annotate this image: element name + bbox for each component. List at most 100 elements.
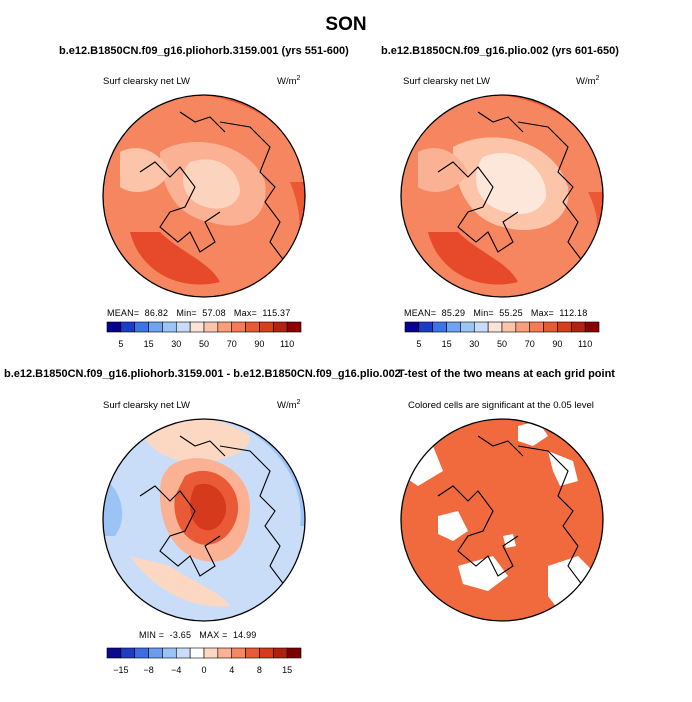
panel2-colorbar: 51530507090110130 <box>404 321 600 349</box>
colorbar-box <box>175 647 191 659</box>
panel3-max-label: MAX = <box>199 630 228 640</box>
colorbar-tick-label: −15 <box>113 665 128 675</box>
figure-title: SON <box>325 14 367 35</box>
colorbar-tick-label: 15 <box>282 665 292 675</box>
panel1-colorbar: 51530507090110130 <box>106 321 302 349</box>
panel2-max-label: Max= <box>530 308 554 318</box>
panel3-units-base: W/m <box>277 400 297 412</box>
colorbar-box <box>460 321 475 333</box>
panel1-map-border <box>102 94 306 298</box>
panel2-mean-label: MEAN= <box>404 308 437 318</box>
panel4-map-border <box>400 418 604 622</box>
colorbar-tick-label: 0 <box>201 665 206 675</box>
colorbar-tick-label: 90 <box>552 339 562 349</box>
colorbar-box <box>189 321 205 333</box>
colorbar-tick-label: 8 <box>257 665 262 675</box>
panel1-title: b.e12.B1850CN.f09_g16.pliohorb.3159.001 … <box>59 45 349 57</box>
panel3-coastline-b <box>219 445 286 602</box>
panel4-coastline-b <box>517 445 584 602</box>
colorbar-tick-label: 30 <box>171 339 181 349</box>
panel4-significant-cells <box>401 419 603 621</box>
panel1-coastline-a <box>139 161 221 253</box>
panel3-max-value: 14.99 <box>232 630 257 640</box>
colorbar-box <box>203 321 219 333</box>
panel1-max-label: Max= <box>233 308 257 318</box>
colorbar-box <box>529 321 544 333</box>
colorbar-box <box>120 647 136 659</box>
panel3-colorbar: −15 −8 −4 0 4 8 15 <box>106 647 302 675</box>
colorbar-tick-label: 110 <box>578 339 592 349</box>
panel3-variable-label: Surf clearsky net LW <box>103 400 190 411</box>
panel2-max-value: 112.18 <box>559 308 588 318</box>
panel2-units-base: W/m <box>576 76 596 88</box>
panel4-insig-patch-south <box>458 556 508 591</box>
panel2-coastline-b <box>517 121 584 278</box>
panel1-coastline-b <box>219 121 286 278</box>
panel1-units-base: W/m <box>277 76 297 88</box>
colorbar-tick-label: 90 <box>254 339 264 349</box>
colorbar-box <box>501 321 517 333</box>
panel1-max-value: 115.37 <box>262 308 291 318</box>
panel3-field-pos-core <box>189 483 227 531</box>
colorbar-box <box>487 321 503 333</box>
panel1-units-exp: 2 <box>296 75 301 82</box>
colorbar-tick-label: −4 <box>171 665 181 675</box>
panel4-insig-patch-east <box>548 451 578 486</box>
panel4-significance-label: Colored cells are significant at the 0.0… <box>408 400 594 411</box>
panel1-min-label: Min= <box>176 308 197 318</box>
panel2-field-atlantic <box>418 148 468 192</box>
colorbar-tick-label: 5 <box>416 339 421 349</box>
colorbar-box <box>148 321 163 333</box>
panel4-coastline-c <box>477 435 524 457</box>
colorbar-box <box>231 321 246 333</box>
colorbar-box <box>106 321 122 333</box>
colorbar-tick-label: −8 <box>143 665 153 675</box>
panel3-polar-map <box>102 418 306 622</box>
panel1-mean-label: MEAN= <box>107 308 140 318</box>
panel1-stats: MEAN= 86.82 Min= 57.08 Max= 115.37 <box>107 308 290 318</box>
colorbar-tick-label: 70 <box>525 339 535 349</box>
colorbar-box <box>106 647 122 659</box>
panel3-stats: MIN = -3.65 MAX = 14.99 <box>139 630 257 640</box>
colorbar-box <box>217 647 233 659</box>
panel2-units: W/m2 <box>576 75 599 87</box>
colorbar-box <box>175 321 191 333</box>
panel2-min-label: Min= <box>473 308 494 318</box>
panel1-polar-map <box>102 94 306 298</box>
colorbar-tick-label: 4 <box>229 665 234 675</box>
colorbar-box <box>272 647 288 659</box>
panel3-units-exp: 2 <box>296 399 301 406</box>
colorbar-box <box>473 321 489 333</box>
colorbar-tick-label: 70 <box>227 339 237 349</box>
panel2-title: b.e12.B1850CN.f09_g16.plio.002 (yrs 601-… <box>381 45 619 57</box>
panel2-coastline-a <box>437 161 519 253</box>
panel1-field-pole <box>183 159 240 209</box>
colorbar-tick-label: 110 <box>280 339 294 349</box>
panel3-field-pos-south <box>130 556 230 607</box>
panel4-insig-patch-mid <box>438 511 468 541</box>
panel4-title: T-test of the two means at each grid poi… <box>398 368 615 380</box>
colorbar-box <box>148 647 163 659</box>
panel3-field-pos-north <box>140 419 250 463</box>
colorbar-box <box>217 321 233 333</box>
colorbar-box <box>418 321 434 333</box>
panel1-units: W/m2 <box>277 75 300 87</box>
colorbar-box <box>120 321 136 333</box>
panel3-units: W/m2 <box>277 399 300 411</box>
colorbar-box <box>515 321 531 333</box>
panel3-map-border <box>102 418 306 622</box>
colorbar-box <box>134 647 149 659</box>
colorbar-box <box>259 321 274 333</box>
colorbar-tick-label: 15 <box>144 339 154 349</box>
panel3-coastline-a <box>139 485 221 577</box>
colorbar-box <box>557 321 572 333</box>
colorbar-box <box>584 321 600 333</box>
colorbar-box <box>446 321 461 333</box>
colorbar-box <box>432 321 447 333</box>
colorbar-box <box>245 647 260 659</box>
colorbar-tick-label: 50 <box>199 339 209 349</box>
panel1-coastline-c <box>179 111 226 133</box>
colorbar-tick-label: 30 <box>469 339 479 349</box>
panel3-min-label: MIN = <box>139 630 165 640</box>
panel2-field-pole <box>476 152 547 215</box>
